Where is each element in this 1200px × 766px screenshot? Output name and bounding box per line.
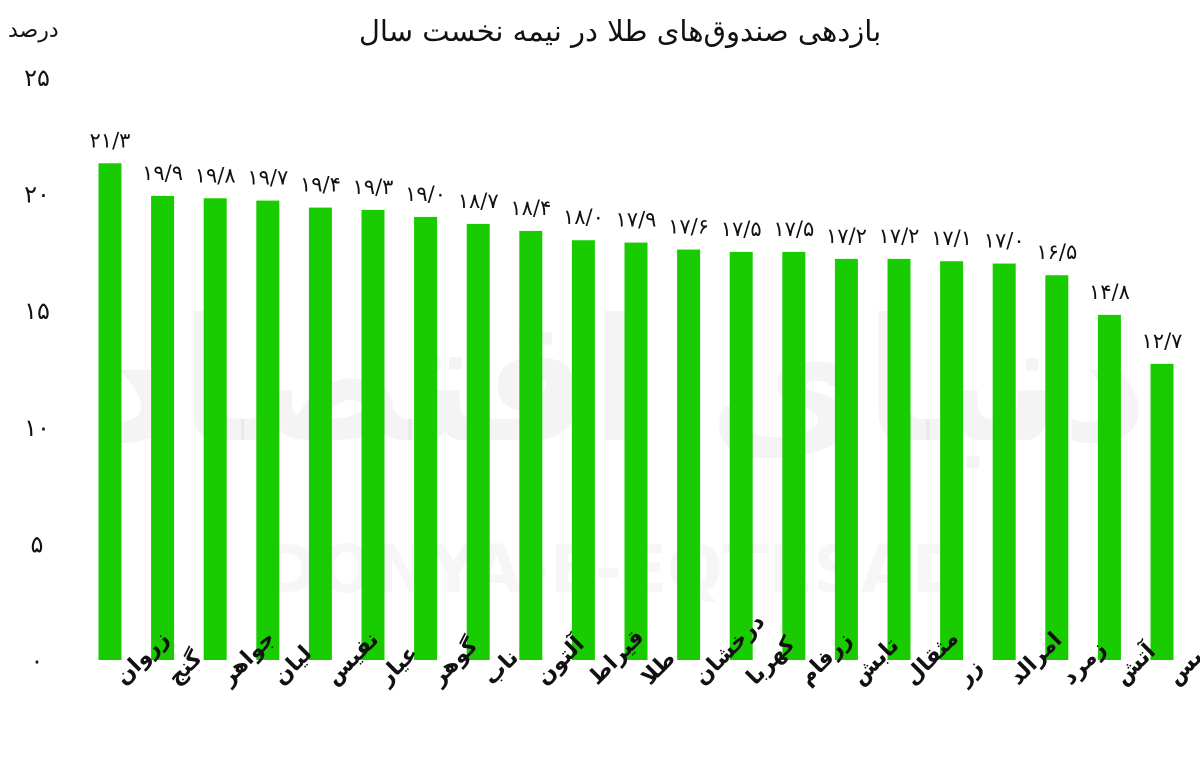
data-label: ۱۷/۰	[984, 229, 1025, 253]
y-tick-label: ۲۰	[24, 181, 50, 209]
data-label: ۱۸/۴	[510, 196, 551, 220]
data-label: ۱۹/۹	[142, 161, 183, 185]
bar	[519, 230, 543, 661]
data-label: ۱۷/۵	[773, 217, 814, 241]
bar	[729, 251, 753, 660]
bar	[834, 258, 858, 660]
bar	[571, 240, 595, 661]
y-tick-label: ۱۵	[24, 297, 50, 325]
bar	[98, 163, 122, 660]
data-label: ۱۹/۴	[300, 173, 341, 197]
watermark: دنیای اقتصاد DONYA-E-EQTESAD	[92, 283, 1149, 481]
bar	[940, 261, 964, 660]
bar	[677, 249, 701, 660]
bar	[256, 200, 280, 660]
bar	[466, 223, 490, 660]
bar	[624, 242, 648, 660]
bar	[887, 258, 911, 660]
data-label: ۱۷/۲	[826, 224, 867, 248]
bar	[1045, 275, 1069, 660]
data-label: ۱۸/۷	[458, 189, 499, 213]
watermark-logo: دنیای اقتصاد	[92, 283, 1149, 481]
y-tick-label: ۵	[31, 530, 44, 558]
bar	[151, 195, 175, 660]
data-label: ۱۲/۷	[1142, 329, 1183, 353]
data-label: ۱۹/۷	[247, 166, 288, 190]
bar	[361, 209, 385, 660]
y-axis-unit-label: درصد	[8, 18, 59, 43]
data-label: ۱۹/۸	[195, 163, 236, 187]
data-labels: ۲۱/۳ ۱۹/۹ ۱۹/۸ ۱۹/۷ ۱۹/۴ ۱۹/۳ ۱۹/۰ ۱۸/۷ ۱۸/۴ ۱۸/۰…	[90, 128, 1183, 353]
data-label: ۱۷/۶	[668, 215, 709, 239]
data-label: ۱۷/۹	[616, 208, 657, 232]
bars	[98, 163, 1174, 661]
data-label: ۱۷/۲	[879, 224, 920, 248]
bar	[782, 251, 806, 660]
data-label: ۱۹/۳	[353, 175, 394, 199]
y-axis: ۰ ۵ ۱۰ ۱۵ ۲۰ ۲۵	[24, 64, 50, 675]
bar	[414, 216, 438, 661]
bar	[1150, 363, 1174, 660]
y-tick-label: ۰	[31, 647, 44, 675]
chart-title: بازدهی صندوق‌های طلا در نیمه نخست سال	[358, 14, 882, 48]
bar	[308, 207, 332, 661]
data-label: ۱۴/۸	[1089, 280, 1130, 304]
data-label: ۱۷/۱	[931, 226, 972, 250]
data-label: ۱۹/۰	[405, 182, 446, 206]
y-tick-label: ۱۰	[24, 414, 50, 442]
data-label: ۱۸/۰	[563, 205, 604, 229]
y-tick-label: ۲۵	[24, 64, 50, 92]
bar	[1097, 314, 1121, 660]
x-tick-label: زر	[951, 655, 987, 691]
data-label: ۱۷/۵	[721, 217, 762, 241]
data-label: ۱۶/۵	[1036, 240, 1077, 264]
data-label: ۲۱/۳	[90, 128, 131, 152]
bar	[203, 198, 227, 661]
bar	[992, 263, 1016, 660]
